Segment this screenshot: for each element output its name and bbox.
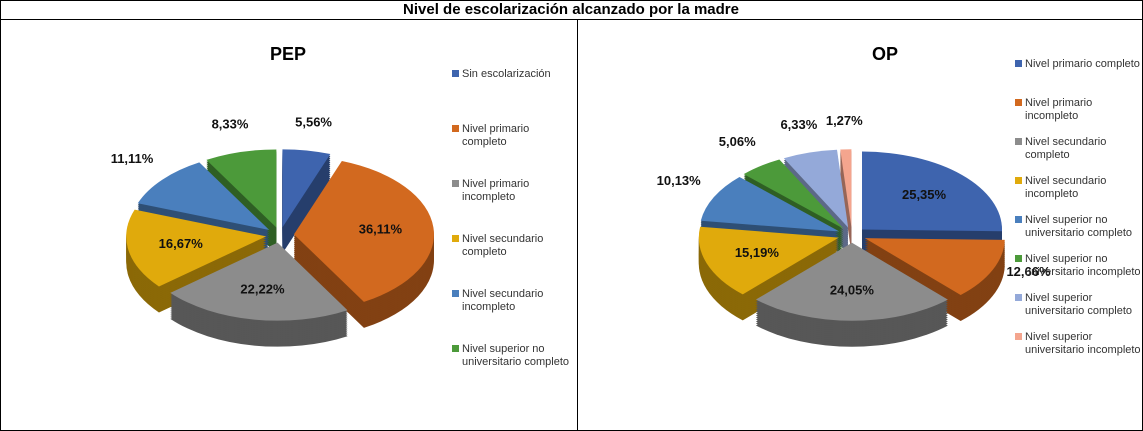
legend-item: Nivel primario incompleto <box>452 178 570 233</box>
slice <box>293 161 434 328</box>
chart-title: OP <box>872 44 898 64</box>
legend-label: Nivel primario incompleto <box>1025 97 1093 122</box>
legend-item: Nivel superior no universitario completo <box>452 343 570 398</box>
legend-swatch <box>452 70 459 77</box>
legend-label: Nivel superior universitario incompleto <box>1025 331 1141 356</box>
legend-label: Nivel secundario completo <box>462 233 544 258</box>
slice-top <box>170 242 348 321</box>
legend-swatch <box>1015 60 1022 67</box>
legend-item: Sin escolarización <box>452 68 570 123</box>
chart-title: PEP <box>270 44 306 64</box>
slice-top <box>293 161 434 302</box>
legend-swatch <box>1015 255 1022 262</box>
legend-label: Nivel primario completo <box>462 123 530 148</box>
data-label: 11,11% <box>111 151 154 166</box>
slice-top <box>282 149 331 228</box>
legend-item: Nivel primario completo <box>452 123 570 178</box>
legend-swatch <box>452 235 459 242</box>
legend-label: Nivel primario completo <box>1025 58 1140 70</box>
legend-swatch <box>1015 216 1022 223</box>
slice-top <box>862 151 1003 232</box>
data-label: 24,05% <box>830 283 875 298</box>
data-label: 16,67% <box>159 236 204 251</box>
legend-swatch <box>1015 333 1022 340</box>
slice <box>862 151 1003 258</box>
data-label: 36,11% <box>359 222 403 237</box>
legend-item: Nivel secundario incompleto <box>452 288 570 343</box>
slice-top <box>743 159 844 229</box>
data-label: 25,35% <box>902 187 947 202</box>
slice-top <box>840 149 852 228</box>
legend-item: Nivel secundario completo <box>1015 136 1143 175</box>
legend-label: Sin escolarización <box>462 68 551 80</box>
data-label: 5,06% <box>719 134 756 149</box>
data-label: 8,33% <box>212 116 249 131</box>
slice-top <box>137 162 270 230</box>
data-label: 12,66% <box>1006 264 1051 279</box>
slice <box>170 242 348 347</box>
legend-item: Nivel superior universitario incompleto <box>1015 331 1143 370</box>
legend-item: Nivel primario completo <box>1015 58 1143 97</box>
slice-top <box>864 238 1005 296</box>
legend-swatch <box>452 345 459 352</box>
legend-swatch <box>452 125 459 132</box>
data-label: 10,13% <box>657 173 702 188</box>
legend-swatch <box>452 290 459 297</box>
legend-swatch <box>1015 177 1022 184</box>
legend-swatch <box>452 180 459 187</box>
legend-item: Nivel superior universitario completo <box>1015 292 1143 331</box>
legend-swatch <box>1015 294 1022 301</box>
legend-item: Nivel superior no universitario incomple… <box>1015 253 1143 292</box>
slice-top <box>698 226 839 295</box>
legend-label: Nivel primario incompleto <box>462 178 530 203</box>
slice-top <box>206 149 277 228</box>
slice <box>137 162 270 256</box>
legend-label: Nivel secundario incompleto <box>462 288 544 313</box>
slice-top <box>700 176 840 232</box>
slice <box>755 242 948 347</box>
slice-top <box>755 242 948 321</box>
legend-label: Nivel superior no universitario completo <box>1025 214 1132 239</box>
slice-top <box>126 209 267 287</box>
slice-top <box>783 149 849 228</box>
legend-item: Nivel secundario incompleto <box>1015 175 1143 214</box>
slice <box>126 209 267 313</box>
legend-label: Nivel secundario completo <box>1025 136 1107 161</box>
legend-label: Nivel superior universitario completo <box>1025 292 1132 317</box>
data-label: 22,22% <box>240 282 285 297</box>
legend-label: Nivel superior no universitario incomple… <box>1025 253 1141 278</box>
page-title: Nivel de escolarización alcanzado por la… <box>403 1 739 18</box>
legend-item: Nivel superior no universitario completo <box>1015 214 1143 253</box>
legend-item: Nivel primario incompleto <box>1015 97 1143 136</box>
data-label: 5,56% <box>295 114 332 129</box>
legend-swatch <box>1015 99 1022 106</box>
data-label: 1,27% <box>826 113 863 128</box>
slice <box>282 149 331 254</box>
legend-item: Nivel secundario completo <box>452 233 570 288</box>
legend-swatch <box>1015 138 1022 145</box>
legend-label: Nivel superior no universitario completo <box>462 343 569 368</box>
legend-label: Nivel secundario incompleto <box>1025 175 1107 200</box>
legend: Sin escolarización Nivel primario complet… <box>452 68 570 398</box>
slice <box>840 149 852 254</box>
data-label: 15,19% <box>735 245 780 260</box>
slice <box>698 226 839 321</box>
data-label: 6,33% <box>780 117 817 132</box>
legend: Nivel primario completo Nivel primario in… <box>1015 58 1143 370</box>
